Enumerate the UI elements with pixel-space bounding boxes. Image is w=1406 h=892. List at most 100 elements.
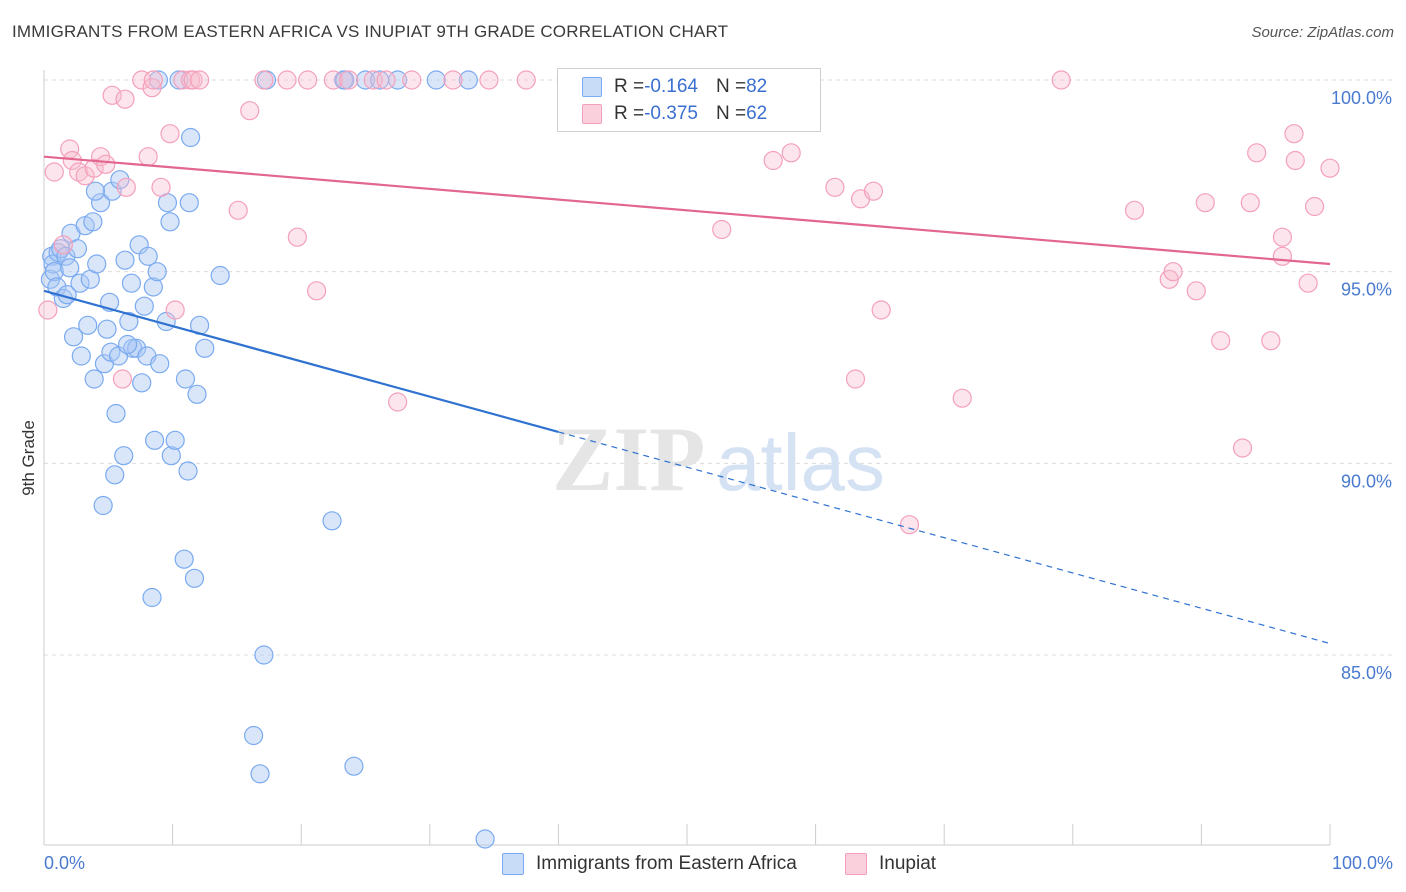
point-inupiat — [763, 150, 783, 171]
point-eastern-africa — [85, 181, 106, 201]
point-inupiat — [1261, 331, 1281, 351]
point-inupiat — [388, 392, 408, 412]
bottom-legend-inupiat: Inupiat — [845, 852, 936, 876]
point-inupiat — [952, 388, 972, 408]
point-eastern-africa — [117, 334, 138, 355]
point-inupiat — [112, 369, 133, 389]
point-inupiat — [443, 70, 463, 90]
point-inupiat — [298, 70, 318, 90]
chart-title: IMMIGRANTS FROM EASTERN AFRICA VS INUPIA… — [12, 22, 729, 41]
point-eastern-africa — [148, 70, 169, 90]
point-inupiat — [307, 281, 327, 301]
bottom-legend-swatch-inupiat — [845, 853, 867, 875]
point-inupiat — [871, 300, 891, 320]
bottom-legend-label-inupiat: Inupiat — [879, 853, 937, 874]
point-eastern-africa — [47, 277, 67, 297]
point-inupiat — [1124, 200, 1145, 220]
legend-row-eastern-africa: R = -0.164 N = 82 — [582, 75, 767, 99]
point-eastern-africa — [106, 403, 126, 424]
legend-swatch-eastern-africa — [582, 77, 602, 97]
point-eastern-africa — [56, 246, 76, 266]
trend-line-inupiat — [43, 155, 1331, 266]
point-inupiat — [115, 89, 135, 109]
point-eastern-africa — [138, 246, 158, 266]
point-inupiat — [402, 70, 422, 90]
point-inupiat — [143, 70, 163, 90]
point-inupiat — [160, 124, 180, 144]
point-inupiat — [53, 235, 73, 255]
y-tick-label: 90.0% — [1341, 471, 1392, 491]
point-inupiat — [899, 515, 920, 535]
point-inupiat — [1247, 143, 1267, 163]
point-inupiat — [516, 70, 536, 90]
y-tick-label: 85.0% — [1341, 663, 1392, 683]
point-eastern-africa — [475, 829, 495, 849]
point-eastern-africa — [181, 127, 201, 148]
point-eastern-africa — [175, 369, 196, 389]
point-eastern-africa — [132, 373, 152, 393]
point-eastern-africa — [105, 465, 125, 485]
point-inupiat — [1186, 281, 1206, 301]
point-eastern-africa — [67, 239, 88, 259]
point-inupiat — [1272, 227, 1293, 247]
point-inupiat — [339, 70, 359, 90]
point-eastern-africa — [102, 181, 122, 201]
point-inupiat — [845, 369, 866, 389]
point-inupiat — [240, 101, 260, 121]
point-inupiat — [44, 162, 64, 182]
point-eastern-africa — [184, 568, 205, 588]
point-inupiat — [712, 219, 732, 240]
point-eastern-africa — [114, 446, 134, 466]
watermark-atlas: atlas — [716, 418, 885, 507]
point-eastern-africa — [134, 296, 154, 316]
trend-line-eastern-africa — [43, 289, 559, 433]
point-inupiat — [254, 70, 274, 90]
point-inupiat — [165, 300, 185, 320]
legend-r-value-inupiat: -0.375 — [644, 103, 698, 124]
point-inupiat — [138, 147, 158, 167]
point-eastern-africa — [121, 273, 142, 293]
point-inupiat — [38, 300, 58, 320]
point-eastern-africa — [179, 193, 199, 213]
point-eastern-africa — [160, 212, 180, 232]
point-inupiat — [287, 227, 307, 247]
point-eastern-africa — [250, 764, 270, 784]
point-eastern-africa — [254, 645, 274, 665]
point-eastern-africa — [142, 587, 162, 608]
point-inupiat — [151, 177, 171, 197]
point-inupiat — [1298, 273, 1318, 293]
legend-n-label: N = — [715, 76, 747, 97]
point-eastern-africa — [78, 315, 98, 335]
point-eastern-africa — [147, 262, 167, 282]
point-inupiat — [173, 70, 193, 90]
point-inupiat — [1284, 124, 1304, 144]
legend-r-label: R = — [614, 103, 645, 124]
point-inupiat — [825, 177, 845, 197]
point-eastern-africa — [165, 430, 185, 450]
source-credit: Source: ZipAtlas.com — [1251, 24, 1394, 41]
correlation-legend: R = -0.164 N = 82 R = -0.375 N = 62 — [557, 68, 821, 132]
y-axis-label: 9th Grade — [19, 420, 38, 496]
point-eastern-africa — [83, 212, 103, 232]
trend-line-extension-eastern-africa — [558, 431, 1331, 645]
point-inupiat — [1240, 193, 1260, 213]
x-tick-label: 100.0% — [1332, 853, 1393, 873]
point-eastern-africa — [44, 262, 64, 282]
watermark-zip: ZIP — [552, 408, 705, 510]
point-inupiat — [1051, 70, 1071, 90]
bottom-legend-eastern-africa: Immigrants from Eastern Africa — [502, 852, 797, 876]
point-eastern-africa — [161, 446, 181, 466]
point-inupiat — [84, 158, 104, 178]
point-inupiat — [102, 85, 122, 105]
point-eastern-africa — [84, 369, 104, 389]
point-inupiat — [1232, 438, 1253, 458]
point-eastern-africa — [115, 250, 135, 270]
point-eastern-africa — [178, 461, 198, 481]
point-inupiat — [1195, 193, 1215, 213]
point-inupiat — [781, 143, 801, 163]
point-inupiat — [132, 70, 152, 90]
point-eastern-africa — [90, 193, 111, 213]
point-eastern-africa — [110, 170, 130, 190]
point-inupiat — [116, 177, 136, 197]
